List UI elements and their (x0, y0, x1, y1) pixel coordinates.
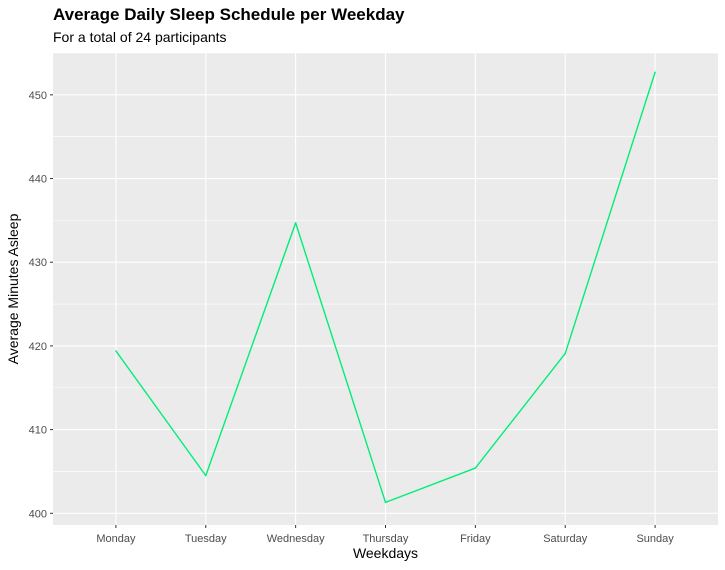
data-point (384, 501, 387, 504)
data-point (474, 467, 477, 469)
y-tick-label: 450 (29, 90, 47, 102)
x-tick-label: Monday (96, 533, 136, 545)
x-tick-label: Tuesday (185, 533, 227, 545)
data-point (294, 222, 297, 224)
y-tick-label: 430 (29, 257, 47, 269)
x-axis-title: Weekdays (353, 545, 418, 561)
y-axis: 400 410 420 430 440 450 (29, 90, 53, 520)
x-axis: Monday Tuesday Wednesday Thursday Friday Satu… (96, 525, 674, 545)
data-point (115, 350, 117, 352)
x-tick-label: Sunday (636, 533, 674, 545)
series-layer (115, 71, 656, 504)
y-tick-label: 400 (29, 508, 47, 520)
y-tick-label: 420 (29, 341, 47, 353)
y-tick-label: 410 (29, 425, 47, 437)
major-gridlines (53, 53, 718, 525)
chart-title: Average Daily Sleep Schedule per Weekday (53, 5, 405, 24)
y-axis-title: Average Minutes Asleep (5, 213, 21, 364)
chart-subtitle: For a total of 24 participants (53, 29, 227, 45)
x-tick-label: Saturday (543, 533, 588, 545)
y-tick-label: 440 (29, 174, 47, 186)
data-point (205, 474, 207, 477)
data-point (654, 71, 656, 73)
data-point (564, 352, 566, 355)
x-tick-label: Wednesday (267, 533, 325, 545)
x-tick-label: Friday (460, 533, 491, 545)
x-tick-label: Thursday (363, 533, 409, 545)
